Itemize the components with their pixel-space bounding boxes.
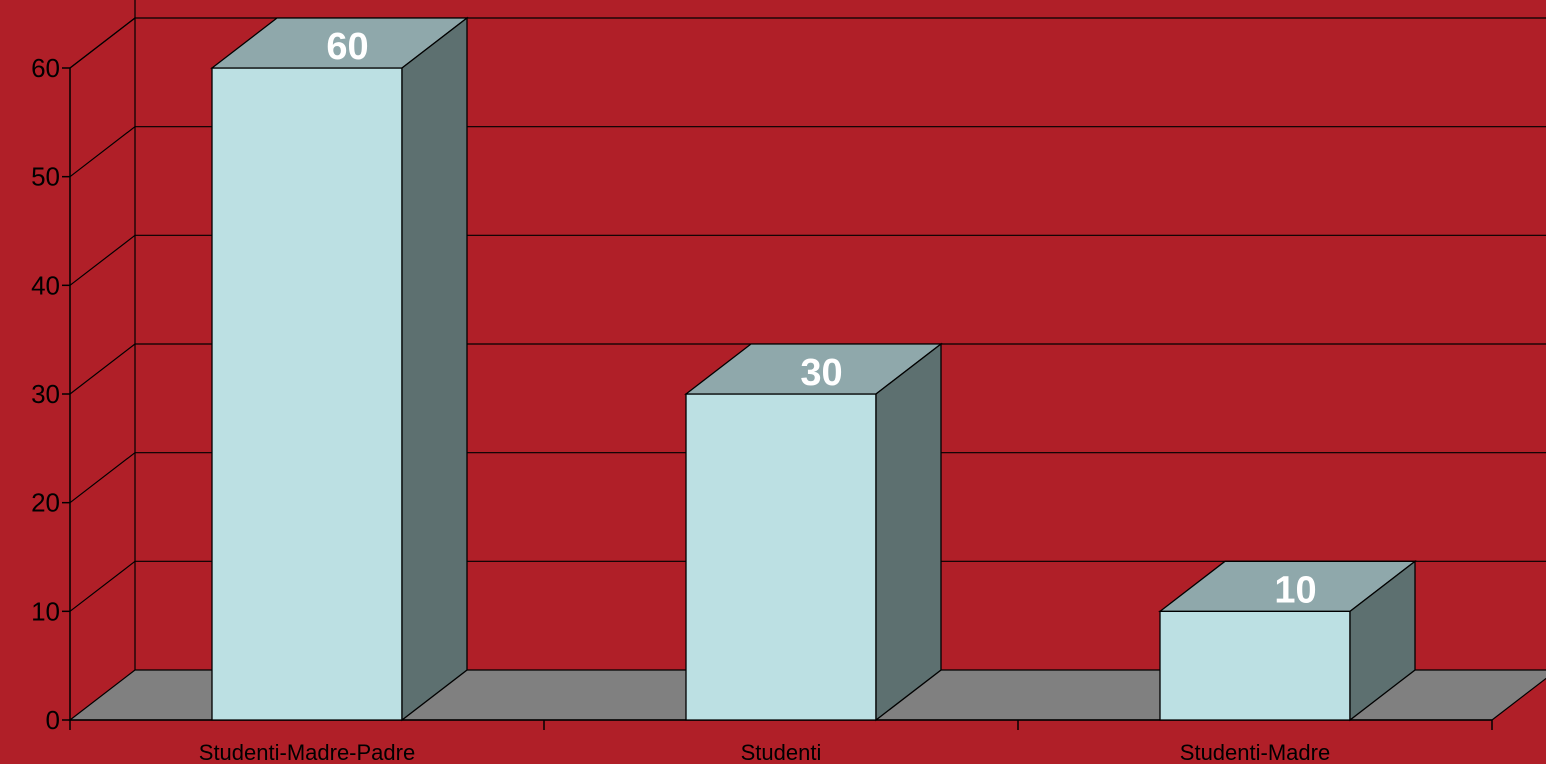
y-tick-label: 60 — [31, 53, 60, 83]
data-label: 10 — [1274, 569, 1316, 611]
y-tick-label: 30 — [31, 379, 60, 409]
y-tick-label: 40 — [31, 270, 60, 300]
bar-front — [1159, 610, 1351, 721]
bar-front — [211, 67, 403, 721]
side-wall-top-edge — [69, 17, 136, 69]
category-labels: Studenti-Madre-Padre Studenti Studenti-Mad… — [199, 740, 1330, 764]
gridline-side — [69, 343, 136, 395]
data-label: 60 — [326, 26, 368, 68]
gridline-side — [69, 452, 136, 504]
bar-side — [875, 342, 942, 722]
y-tick-label: 20 — [31, 488, 60, 518]
category-label: Studenti-Madre — [1180, 740, 1330, 764]
data-label: 30 — [800, 352, 842, 394]
y-tick-label: 50 — [31, 162, 60, 192]
bar-side — [401, 16, 468, 722]
y-tick-label: 0 — [46, 705, 60, 735]
category-label: Studenti-Madre-Padre — [199, 740, 415, 764]
bar-1 — [210, 16, 469, 722]
bar-side — [1349, 560, 1416, 722]
bar-2 — [684, 342, 943, 722]
bar-front — [685, 393, 877, 721]
y-tick-label: 10 — [31, 596, 60, 626]
data-labels: 60 30 10 — [326, 26, 1316, 611]
bars — [210, 16, 1417, 722]
category-label: Studenti — [741, 740, 822, 764]
y-tick-labels: 0 10 20 30 40 50 60 — [31, 53, 60, 735]
gridline-side — [69, 560, 136, 612]
bar-3 — [1158, 560, 1417, 722]
gridline-side — [69, 234, 136, 286]
gridline-side — [69, 126, 136, 178]
